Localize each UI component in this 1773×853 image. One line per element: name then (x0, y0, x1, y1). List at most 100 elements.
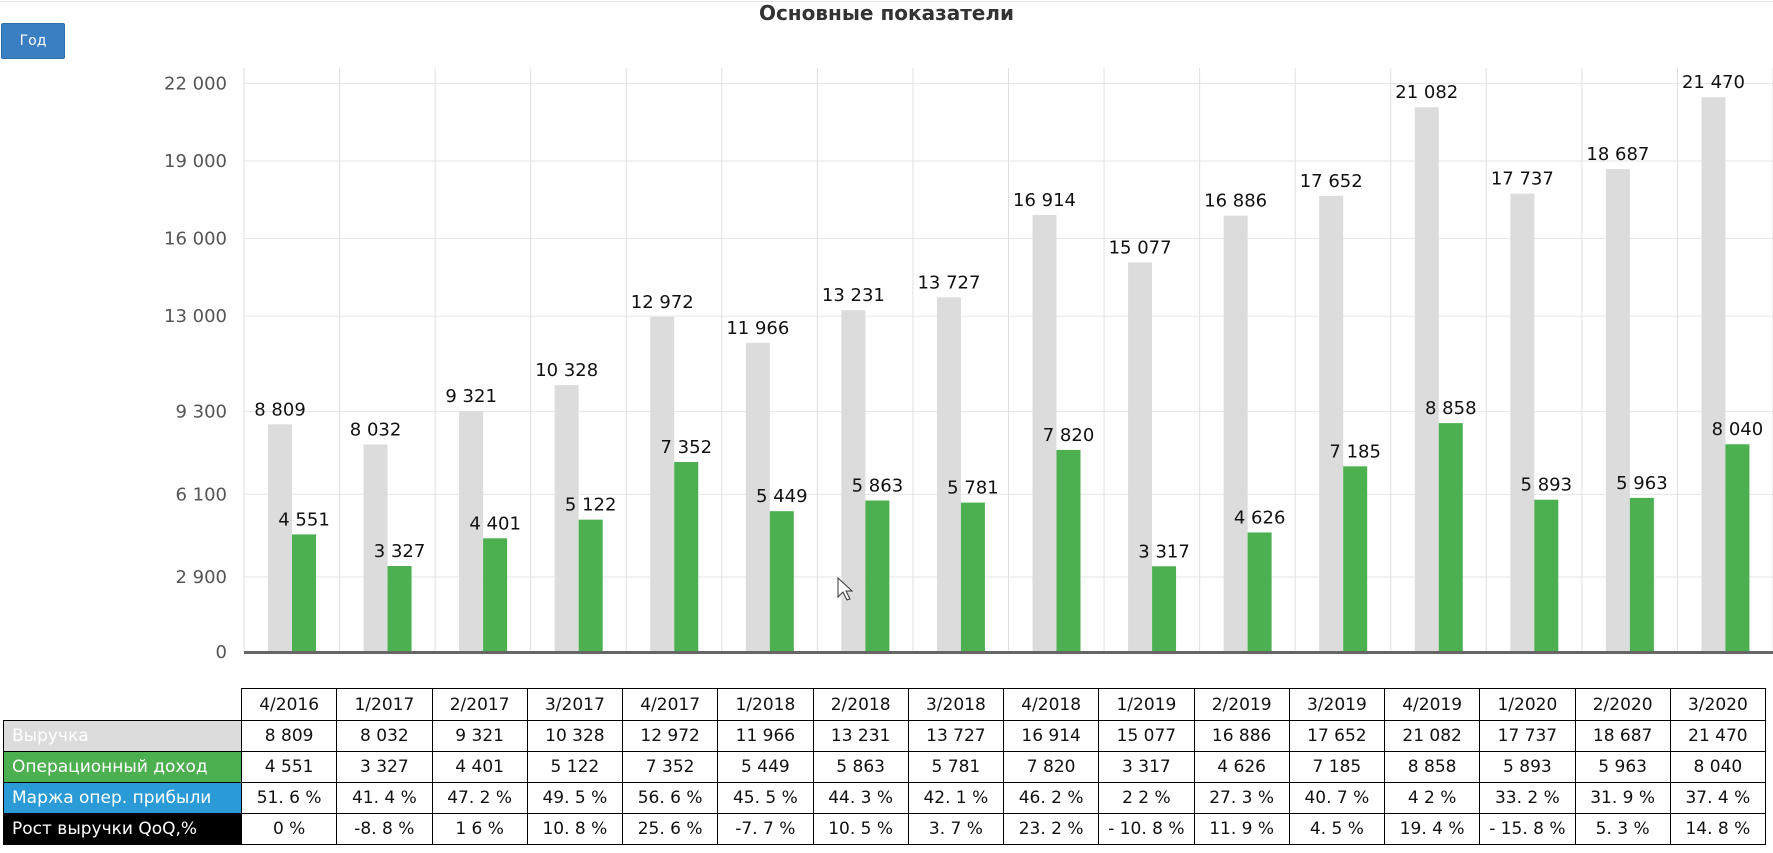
table-cell: 37. 4 % (1669, 782, 1767, 814)
revenue-data-label: 9 321 (445, 386, 497, 407)
table-cell: 46. 2 % (1002, 782, 1100, 814)
x-category-label: 4/2016 (240, 688, 338, 721)
table-cell: 8 809 (240, 720, 338, 752)
year-period-button[interactable]: Год (1, 23, 65, 59)
revenue-data-label: 13 231 (822, 285, 885, 306)
table-cell: 11 966 (717, 720, 814, 752)
table-cell: 41. 4 % (336, 782, 433, 814)
table-cell: 5. 3 % (1574, 813, 1671, 845)
revenue-data-label: 16 886 (1204, 191, 1267, 212)
table-cell: - 10. 8 % (1098, 813, 1195, 845)
table-cell: 17 737 (1479, 720, 1576, 752)
table-cell: - 15. 8 % (1479, 813, 1576, 845)
revenue-bar (1032, 214, 1057, 652)
y-tick-label: 16 000 (164, 229, 227, 250)
operating-income-bar (1247, 532, 1272, 652)
operating-income-data-label: 5 122 (565, 495, 617, 516)
table-cell: 3 317 (1098, 751, 1195, 783)
table-cell: 15 077 (1098, 720, 1195, 752)
operating-income-bar (865, 500, 890, 652)
row-label: Выручка (3, 720, 242, 752)
operating-income-bar (578, 519, 603, 652)
table-cell: 4 626 (1193, 751, 1290, 783)
table-cell: 7 185 (1288, 751, 1386, 783)
table-cell: 27. 3 % (1193, 782, 1290, 814)
revenue-data-label: 18 687 (1586, 144, 1649, 165)
page-title: Основные показатели (758, 1, 1015, 25)
table-cell: 19. 4 % (1383, 813, 1481, 845)
revenue-bar (363, 444, 388, 652)
operating-income-data-label: 7 352 (660, 437, 712, 458)
revenue-data-label: 8 032 (350, 419, 402, 440)
table-cell: 4 401 (431, 751, 528, 783)
operating-income-data-label: 5 449 (756, 486, 808, 507)
table-cell: 14. 8 % (1669, 813, 1767, 845)
row-label: Операционный доход (3, 751, 242, 783)
revenue-data-label: 12 972 (631, 292, 694, 313)
table-cell: 5 863 (812, 751, 909, 783)
revenue-data-label: 21 470 (1682, 72, 1745, 93)
revenue-data-label: 17 737 (1491, 169, 1554, 190)
revenue-bar (1319, 195, 1344, 653)
table-cell: -8. 8 % (336, 813, 433, 845)
table-cell: 4 2 % (1383, 782, 1481, 814)
x-category-label: 2/2019 (1193, 688, 1290, 721)
operating-income-bar (292, 534, 316, 652)
table-cell: 16 886 (1193, 720, 1290, 752)
table-cell: 42. 1 % (907, 782, 1005, 814)
operating-income-bar (483, 538, 508, 652)
revenue-data-label: 10 328 (535, 360, 598, 381)
operating-income-bar (1438, 423, 1463, 652)
table-cell: 23. 2 % (1002, 813, 1100, 845)
operating-income-data-label: 7 185 (1329, 441, 1381, 462)
table-cell: 49. 5 % (526, 782, 624, 814)
y-tick-label: 2 900 (175, 567, 227, 588)
x-category-label: 1/2018 (717, 688, 814, 721)
row-label: Маржа опер. прибыли (3, 782, 242, 814)
revenue-bar (745, 342, 770, 652)
table-cell: 17 652 (1288, 720, 1386, 752)
x-category-label: 4/2018 (1002, 688, 1100, 721)
table-cell: 21 470 (1669, 720, 1767, 752)
revenue-data-label: 17 652 (1300, 171, 1363, 192)
operating-income-bar (960, 502, 985, 652)
operating-income-bar (1534, 499, 1559, 652)
table-cell: 5 122 (526, 751, 624, 783)
revenue-bar (1510, 193, 1535, 652)
table-cell: 5 893 (1479, 751, 1576, 783)
row-label: Рост выручки QoQ,% (3, 813, 242, 845)
x-category-label: 1/2019 (1098, 688, 1195, 721)
x-category-label: 2/2018 (812, 688, 909, 721)
table-cell: 44. 3 % (812, 782, 909, 814)
top-divider (0, 1, 1773, 2)
table-cell: 5 449 (717, 751, 814, 783)
revenue-bar (268, 424, 292, 652)
revenue-data-label: 13 727 (917, 272, 980, 293)
table-cell: 40. 7 % (1288, 782, 1386, 814)
operating-income-data-label: 5 893 (1521, 475, 1573, 496)
table-cell: 3. 7 % (907, 813, 1005, 845)
operating-income-bar (769, 511, 794, 652)
x-category-label: 3/2017 (526, 688, 624, 721)
table-row: Маржа опер. прибыли 51. 6 % 41. 4 % 47. 2 %… (3, 782, 1767, 814)
revenue-bar (936, 297, 961, 652)
table-cell: 7 352 (621, 751, 719, 783)
operating-income-data-label: 4 551 (278, 509, 330, 530)
table-cell: 4. 5 % (1288, 813, 1386, 845)
operating-income-data-label: 5 963 (1616, 473, 1668, 494)
table-cell: -7. 7 % (717, 813, 814, 845)
x-category-label: 3/2020 (1669, 688, 1767, 721)
table-cell: 8 858 (1383, 751, 1481, 783)
table-corner (4, 689, 242, 721)
table-cell: 8 040 (1669, 751, 1767, 783)
table-cell: 18 687 (1574, 720, 1671, 752)
table-cell: 8 032 (336, 720, 433, 752)
y-tick-label: 0 (216, 642, 227, 663)
table-row: Рост выручки QoQ,% 0 % -8. 8 % 1 6 % 10. 8 %… (3, 813, 1767, 845)
x-category-label: 1/2017 (336, 688, 433, 721)
revenue-data-label: 11 966 (726, 318, 789, 339)
operating-income-data-label: 5 863 (852, 475, 904, 496)
operating-income-bar (1056, 449, 1081, 652)
x-category-label: 2/2020 (1574, 688, 1671, 721)
table-cell: 2 2 % (1098, 782, 1195, 814)
